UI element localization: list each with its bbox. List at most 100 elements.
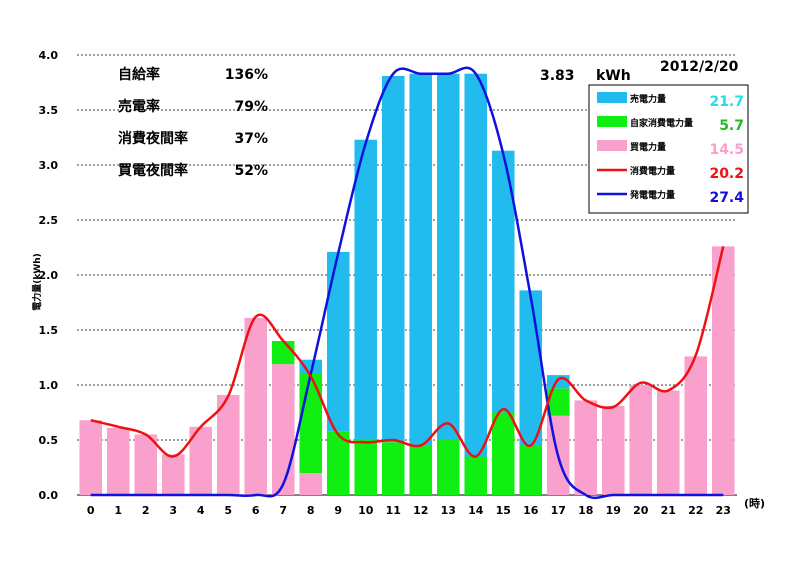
x-tick-label: 4 (197, 504, 205, 517)
self-consumption-bar (519, 445, 543, 495)
purchase-bar (244, 317, 268, 495)
sold-power-bar (436, 73, 460, 440)
x-tick-label: 8 (307, 504, 315, 517)
y-tick-label: 0.5 (39, 434, 59, 447)
stat-label: 売電率 (118, 98, 160, 115)
sold-power-bar (409, 73, 433, 446)
sold-power-bar (326, 251, 350, 432)
stat-label: 消費夜間率 (118, 130, 188, 147)
x-tick-label: 20 (633, 504, 649, 517)
x-tick-label: 16 (523, 504, 539, 517)
y-tick-label: 3.5 (39, 104, 59, 117)
purchase-bar (629, 385, 653, 495)
x-tick-label: 14 (468, 504, 484, 517)
purchase-bar (299, 473, 323, 495)
stat-value: 52% (234, 163, 268, 179)
purchase-bar (711, 246, 735, 495)
sold-power-bar (519, 290, 543, 446)
y-tick-labels: 0.0 0.5 1.0 1.5 2.0 2.5 3.0 3.5 4.0 (39, 49, 59, 502)
x-tick-label: 0 (87, 504, 95, 517)
purchase-bar (601, 405, 625, 495)
consumption-line (90, 246, 725, 458)
sold-power-bar (299, 359, 323, 374)
legend-label: 自家消費電力量 (630, 117, 693, 129)
purchase-bar (134, 434, 158, 495)
legend-total: 20.2 (709, 166, 744, 182)
stat-value: 79% (234, 99, 268, 115)
x-tick-label: 15 (496, 504, 511, 517)
stat-value: 136% (225, 67, 268, 83)
x-tick-labels: 0 1 2 3 4 5 6 7 8 9 10 11 12 13 14 15 16 17 18 19 20 21 22 23 (87, 504, 731, 517)
peak-unit: kWh (596, 68, 631, 84)
purchase-bar (161, 454, 185, 495)
peak-value: 3.83 (540, 68, 575, 84)
grid-lines (77, 54, 737, 496)
chart-date: 2012/2/20 (660, 59, 739, 75)
legend-total: 5.7 (719, 118, 744, 134)
sold-power-bar (546, 375, 570, 389)
y-tick-label: 1.5 (39, 324, 59, 337)
self-consumption-bar (381, 442, 405, 495)
x-tick-label: 10 (358, 504, 374, 517)
self-consumption-bar (436, 440, 460, 495)
x-tick-label: 17 (551, 504, 566, 517)
self-consumption-bar (299, 374, 323, 473)
self-consumption-bar (464, 456, 488, 495)
sold-power-bar (491, 150, 515, 413)
purchase-bar (574, 400, 598, 495)
legend-total: 27.4 (709, 190, 744, 206)
legend-label: 買電力量 (630, 141, 666, 153)
sold-power-bar (381, 75, 405, 443)
self-consumption-bar (546, 388, 570, 416)
x-tick-label: 13 (441, 504, 456, 517)
purchase-bar (271, 364, 295, 495)
bars (79, 73, 735, 495)
y-tick-label: 3.0 (39, 159, 59, 172)
y-tick-label: 0.0 (39, 489, 59, 502)
purchase-bar (79, 420, 103, 495)
self-consumption-bar (326, 431, 350, 495)
purchase-bar (106, 427, 130, 495)
x-tick-label: 9 (334, 504, 342, 517)
legend-label: 発電電力量 (629, 189, 675, 201)
legend-swatch (597, 140, 627, 151)
generation-line (90, 66, 724, 500)
purchase-bar (216, 394, 240, 495)
x-tick-label: 21 (661, 504, 676, 517)
legend-label: 売電力量 (630, 93, 666, 105)
x-tick-label: 3 (169, 504, 177, 517)
x-tick-label: 2 (142, 504, 150, 517)
x-tick-label: 11 (386, 504, 401, 517)
x-axis-unit-label: (時) (744, 496, 765, 510)
x-tick-label: 6 (252, 504, 260, 517)
stat-label: 自給率 (118, 66, 160, 83)
y-axis-label: 電力量(kWh) (31, 253, 43, 311)
legend-swatch (597, 92, 627, 103)
x-tick-label: 23 (716, 504, 731, 517)
legend-label: 消費電力量 (630, 165, 675, 177)
legend-total: 21.7 (709, 94, 744, 110)
self-consumption-bar (271, 341, 295, 365)
legend: 売電力量 21.7 自家消費電力量 5.7 買電力量 14.5 消費電力量 20.2 発電電力量… (588, 84, 749, 214)
stats-panel: 自給率 136% 売電率 79% 消費夜間率 37% 買電夜間率 52% (118, 66, 268, 179)
x-tick-label: 22 (688, 504, 703, 517)
x-tick-label: 18 (578, 504, 593, 517)
x-tick-label: 7 (279, 504, 287, 517)
purchase-bar (684, 356, 708, 495)
legend-total: 14.5 (709, 142, 744, 158)
x-tick-label: 5 (224, 504, 232, 517)
y-tick-label: 2.0 (39, 269, 59, 282)
x-tick-label: 12 (413, 504, 428, 517)
self-consumption-bar (354, 440, 378, 495)
x-tick-label: 19 (606, 504, 621, 517)
sold-power-bar (464, 73, 488, 457)
sold-power-bar (354, 139, 378, 440)
self-consumption-bar (409, 445, 433, 495)
stat-label: 買電夜間率 (118, 162, 188, 179)
y-tick-label: 4.0 (39, 49, 59, 62)
y-tick-label: 2.5 (39, 214, 59, 227)
legend-swatch (597, 116, 627, 127)
stat-value: 37% (234, 131, 268, 147)
purchase-bar (656, 390, 680, 495)
